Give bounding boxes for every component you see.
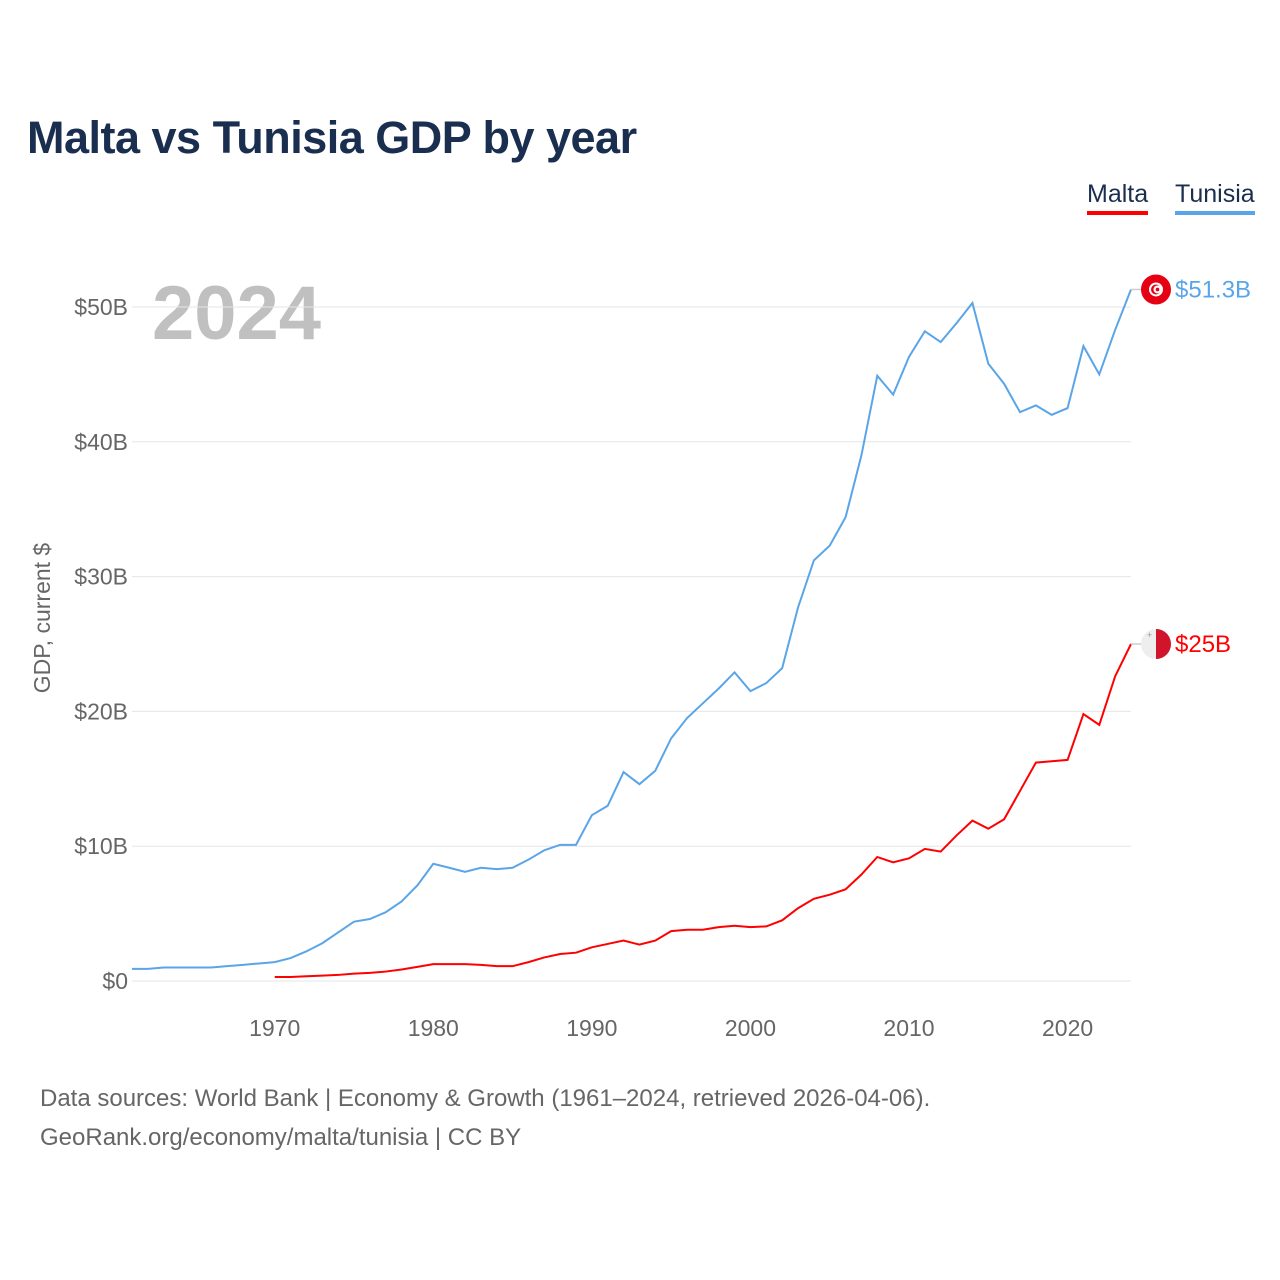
y-tick-label: $40B (74, 429, 128, 455)
x-tick-label: 1980 (408, 1015, 459, 1041)
x-tick-label: 1990 (566, 1015, 617, 1041)
x-tick-label: 2010 (883, 1015, 934, 1041)
series-line-tunisia (132, 289, 1132, 970)
legend-tunisia[interactable]: Tunisia (1175, 180, 1255, 215)
tunisia-flag-icon (1141, 274, 1171, 305)
end-value-malta: $25B (1175, 631, 1231, 658)
year-label: 2024 (152, 271, 322, 356)
source-text: Data sources: World Bank | Economy & Gro… (40, 1085, 931, 1112)
y-tick-label: $30B (74, 564, 128, 590)
y-tick-label: $10B (74, 833, 128, 859)
y-tick-label: $50B (74, 294, 128, 320)
x-tick-label: 2020 (1042, 1015, 1093, 1041)
malta-flag-icon: + (1141, 629, 1171, 659)
x-tick-label: 2000 (725, 1015, 776, 1041)
svg-text:+: + (1147, 630, 1152, 640)
chart-title: Malta vs Tunisia GDP by year (27, 112, 637, 163)
end-value-tunisia: $51.3B (1175, 276, 1251, 303)
source-link[interactable]: GeoRank.org/economy/malta/tunisia | CC B… (40, 1124, 522, 1151)
y-axis-label: GDP, current $ (29, 543, 55, 694)
y-tick-label: $0 (102, 968, 128, 994)
legend-malta[interactable]: Malta (1087, 180, 1149, 215)
x-tick-label: 1970 (249, 1015, 300, 1041)
series-line-malta (274, 643, 1132, 978)
y-tick-label: $20B (74, 698, 128, 724)
